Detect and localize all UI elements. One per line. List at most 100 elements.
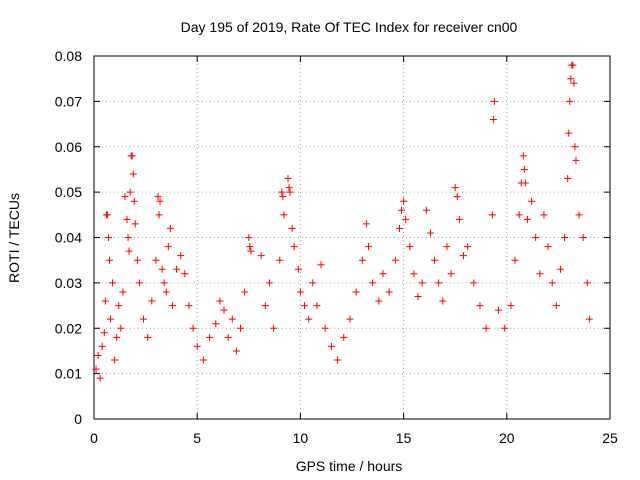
data-point xyxy=(490,97,498,105)
y-tick-label: 0.07 xyxy=(55,93,82,109)
data-point xyxy=(489,116,497,124)
data-point xyxy=(459,252,467,260)
data-point xyxy=(155,211,163,219)
data-point xyxy=(101,297,109,305)
data-point xyxy=(288,224,296,232)
axis-ticks xyxy=(93,55,611,420)
y-tick-label: 0.05 xyxy=(55,184,82,200)
data-point xyxy=(548,279,556,287)
y-tick-label: 0.03 xyxy=(55,275,82,291)
data-point xyxy=(453,193,461,201)
data-point xyxy=(321,324,329,332)
data-point xyxy=(173,265,181,273)
data-point xyxy=(519,152,527,160)
data-point xyxy=(362,220,370,228)
y-tick-labels: 0 0.01 0.02 0.03 0.04 0.05 0.06 0.07 0.08 xyxy=(55,48,82,427)
data-point xyxy=(431,256,439,264)
data-point xyxy=(166,224,174,232)
data-point xyxy=(140,315,148,323)
data-point xyxy=(570,79,578,87)
data-point xyxy=(130,197,138,205)
data-point xyxy=(561,234,569,241)
data-point xyxy=(135,279,143,287)
data-point xyxy=(284,175,292,183)
data-point xyxy=(488,211,496,219)
data-point xyxy=(327,342,335,350)
data-point xyxy=(276,256,284,264)
data-point xyxy=(241,288,249,296)
data-point xyxy=(154,193,162,201)
data-point xyxy=(476,302,484,310)
data-point xyxy=(285,184,293,192)
data-point xyxy=(511,256,519,264)
data-point xyxy=(92,365,100,373)
data-point xyxy=(181,270,189,278)
data-point xyxy=(158,265,166,273)
data-point xyxy=(119,288,127,296)
data-point xyxy=(286,188,294,196)
x-tick-label: 25 xyxy=(602,430,618,446)
data-point xyxy=(564,175,572,183)
data-point xyxy=(107,315,115,323)
data-point xyxy=(414,292,422,300)
data-point xyxy=(279,193,287,201)
data-point xyxy=(103,211,111,219)
data-point xyxy=(237,324,245,332)
data-point xyxy=(193,342,201,350)
data-point xyxy=(501,324,509,332)
data-point xyxy=(575,211,583,219)
data-point xyxy=(443,243,451,251)
data-point xyxy=(352,288,360,296)
data-point xyxy=(375,297,383,305)
data-point xyxy=(358,256,366,264)
data-point xyxy=(115,302,123,310)
data-point xyxy=(569,61,577,69)
data-point xyxy=(133,256,141,264)
y-tick-label: 0.01 xyxy=(55,366,82,382)
data-point xyxy=(245,234,253,241)
data-point xyxy=(220,306,228,314)
data-point xyxy=(365,243,373,251)
data-point xyxy=(261,302,269,310)
data-point xyxy=(536,270,544,278)
data-point xyxy=(168,302,176,310)
data-point xyxy=(301,302,309,310)
data-point xyxy=(100,329,108,337)
data-point xyxy=(164,243,172,251)
data-point xyxy=(571,143,579,151)
data-point xyxy=(109,279,117,287)
data-point xyxy=(418,279,426,287)
data-point xyxy=(406,243,414,251)
grid xyxy=(94,56,610,419)
data-point xyxy=(265,279,273,287)
data-point xyxy=(125,247,133,255)
data-point xyxy=(228,315,236,323)
data-point xyxy=(540,211,548,219)
data-point xyxy=(98,342,106,350)
data-point xyxy=(247,247,255,255)
data-point xyxy=(94,351,102,359)
data-point xyxy=(131,220,139,228)
data-point xyxy=(579,234,587,241)
y-tick-label: 0.08 xyxy=(55,48,82,64)
data-point xyxy=(544,243,552,251)
data-point xyxy=(507,302,515,310)
data-point xyxy=(334,356,342,364)
data-point xyxy=(402,215,410,223)
data-point xyxy=(290,243,298,251)
y-axis-label: ROTI / TECUs xyxy=(6,193,22,283)
data-point xyxy=(572,156,580,164)
data-point xyxy=(395,224,403,232)
data-point xyxy=(385,288,393,296)
data-point xyxy=(470,279,478,287)
data-point xyxy=(313,302,321,310)
data-point xyxy=(124,234,132,241)
data-point xyxy=(278,188,286,196)
data-point xyxy=(294,265,302,273)
data-point xyxy=(435,279,443,287)
data-point xyxy=(532,234,540,241)
data-point xyxy=(148,297,156,305)
data-point xyxy=(152,256,160,264)
data-point xyxy=(224,333,232,341)
data-point xyxy=(129,170,137,178)
